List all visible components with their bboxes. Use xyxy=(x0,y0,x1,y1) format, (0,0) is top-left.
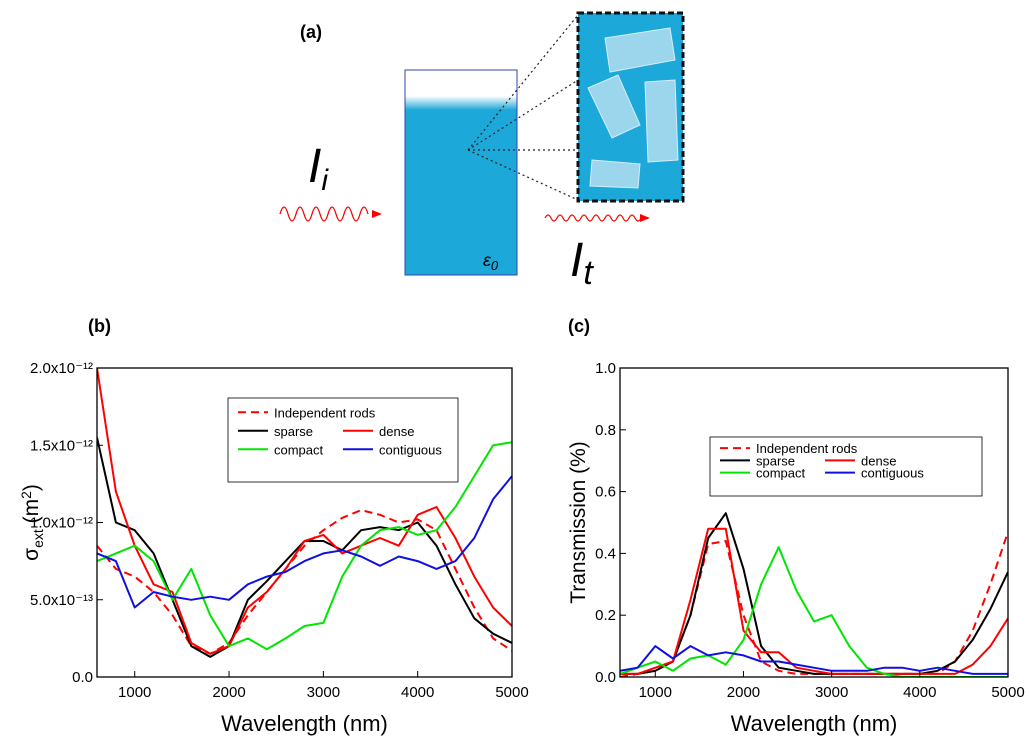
y-label-part: Transmission (%) xyxy=(567,441,590,604)
arrow-head xyxy=(640,214,650,222)
y-tick-label: 5.0x10⁻¹³ xyxy=(30,592,93,609)
panel-label: (c) xyxy=(568,316,590,336)
x-tick-label: 5000 xyxy=(495,684,528,701)
y-label-part: σ xyxy=(20,548,43,561)
x-tick-label: 2000 xyxy=(727,684,760,701)
medium-label: ε0 xyxy=(483,250,499,273)
y-label-part: ) xyxy=(20,484,43,491)
y-tick-label: 0.2 xyxy=(595,607,616,624)
zoom-lines xyxy=(467,14,579,201)
transmitted-wave xyxy=(544,214,642,222)
incident-wave xyxy=(279,206,369,222)
legend-label: compact xyxy=(756,466,806,481)
subscript: i xyxy=(321,164,329,197)
legend-label: Independent rods xyxy=(756,441,858,456)
series-line xyxy=(620,546,1008,677)
x-tick-label: 4000 xyxy=(903,684,936,701)
series-group xyxy=(620,512,1008,677)
series-line xyxy=(620,527,1008,675)
water xyxy=(405,110,517,275)
legend-label: contiguous xyxy=(379,442,442,457)
panel-label: (b) xyxy=(88,316,111,336)
legend-label: contiguous xyxy=(861,466,924,481)
y-tick-label: 0.4 xyxy=(595,545,616,562)
y-axis-label: σext (m2) xyxy=(18,484,46,561)
x-axis-label: Wavelength (nm) xyxy=(731,711,898,736)
legend-box xyxy=(709,436,983,497)
x-tick-label: 5000 xyxy=(991,684,1024,701)
x-tick-label: 4000 xyxy=(401,684,434,701)
series-line xyxy=(97,368,512,655)
y-tick-label: 2.0x10⁻¹² xyxy=(30,360,93,377)
arrow-head xyxy=(372,210,382,218)
chart: (b) 1000 2000 3000 4000 5000 0.0 5.0x10⁻¹³ 1.0x1… xyxy=(18,316,529,736)
y-label-part: (m xyxy=(20,499,43,529)
y-tick-label: 0.8 xyxy=(595,422,616,439)
y-tick-label: 0.6 xyxy=(595,484,616,501)
series-line xyxy=(97,509,512,655)
series-line xyxy=(97,475,512,609)
x-tick-label: 2000 xyxy=(212,684,245,701)
plot-frame xyxy=(619,367,1009,678)
series-line xyxy=(620,512,1008,675)
y-tick-label: 1.0 xyxy=(595,360,616,377)
symbol: I xyxy=(570,234,583,287)
y-label-part: 2 xyxy=(18,491,34,499)
x-tick-label: 3000 xyxy=(815,684,848,701)
legend-label: Independent rods xyxy=(274,405,376,420)
panel-label: (a) xyxy=(300,22,322,42)
x-axis-label: Wavelength (nm) xyxy=(221,711,388,736)
y-tick-label: 0.0 xyxy=(72,669,93,686)
legend-label: sparse xyxy=(274,424,313,439)
series-line xyxy=(620,645,1008,675)
y-label-part: ext xyxy=(30,529,46,548)
y-tick-label: 1.5x10⁻¹² xyxy=(30,437,93,454)
x-tick-label: 1000 xyxy=(639,684,672,701)
diagram: (a) Ii It ε0 xyxy=(279,11,685,292)
subscript: t xyxy=(583,254,594,292)
incident-label: Ii xyxy=(308,140,329,197)
y-tick-label: 1.0x10⁻¹² xyxy=(30,515,93,532)
water-surface xyxy=(405,96,517,110)
series-group xyxy=(97,368,512,658)
legend-label: dense xyxy=(861,453,896,468)
x-tick-label: 1000 xyxy=(118,684,151,701)
legend-label: sparse xyxy=(756,453,795,468)
legend: Independent rods sparse dense compact contig… xyxy=(227,397,459,483)
y-axis-label: Transmission (%) xyxy=(567,441,590,604)
chart: (c) 1000 2000 3000 4000 5000 0.0 0.2 0.4 0.6 0.8 1.… xyxy=(567,316,1025,736)
transmitted-label: It xyxy=(570,234,594,292)
y-tick-label: 0.0 xyxy=(595,669,616,686)
legend-label: dense xyxy=(379,424,414,439)
symbol: I xyxy=(308,140,321,193)
subscript: 0 xyxy=(491,258,499,273)
x-tick-label: 3000 xyxy=(307,684,340,701)
legend-label: compact xyxy=(274,442,324,457)
symbol: ε xyxy=(483,250,492,270)
series-line xyxy=(97,441,512,651)
rods-platelets xyxy=(587,27,679,189)
